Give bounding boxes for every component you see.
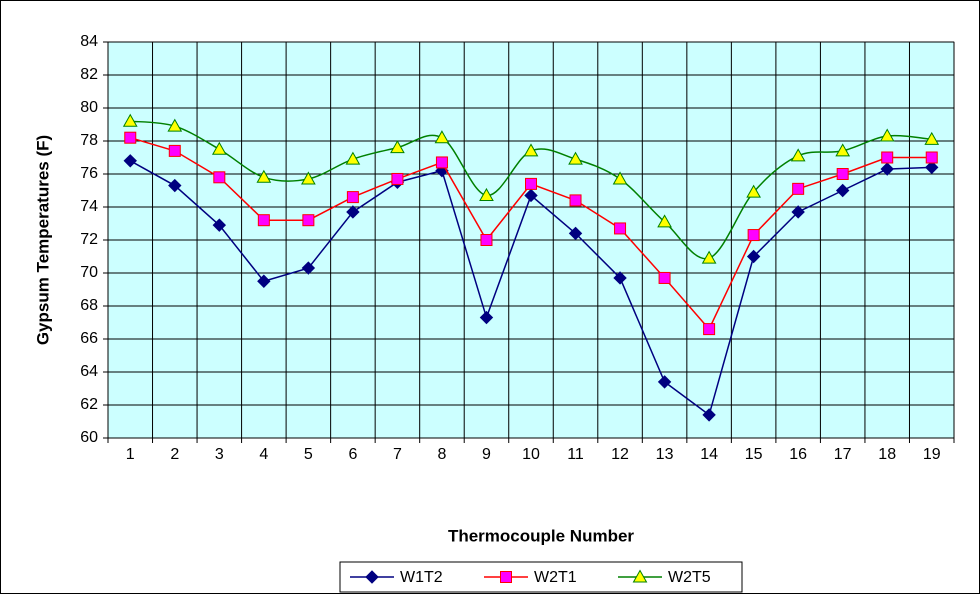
marker (346, 205, 360, 219)
y-tick-label: 66 (80, 330, 98, 347)
marker (569, 194, 582, 207)
x-tick-label: 3 (215, 446, 224, 463)
marker (434, 130, 450, 144)
marker (881, 151, 894, 164)
marker (346, 191, 359, 204)
y-tick-label: 62 (80, 396, 98, 413)
marker (212, 218, 227, 232)
marker (479, 187, 494, 201)
marker (480, 234, 493, 246)
marker (746, 249, 761, 264)
marker (612, 171, 628, 185)
y-tick-label: 76 (80, 165, 98, 182)
marker (345, 151, 361, 165)
x-tick-label: 13 (656, 446, 674, 463)
marker (747, 229, 760, 242)
x-tick-label: 8 (437, 446, 446, 463)
marker (301, 261, 316, 275)
marker (925, 151, 938, 164)
marker (879, 128, 895, 142)
marker (124, 131, 137, 144)
x-tick-label: 15 (745, 446, 763, 463)
marker (256, 169, 272, 183)
marker (614, 222, 627, 235)
x-tick-label: 5 (304, 446, 313, 463)
y-tick-label: 70 (80, 264, 98, 281)
y-tick-label: 84 (80, 33, 98, 50)
x-tick-label: 18 (878, 446, 896, 463)
x-tick-label: 7 (393, 446, 402, 463)
x-tick-label: 11 (567, 446, 584, 463)
y-tick-label: 78 (80, 132, 98, 149)
x-tick-label: 19 (923, 446, 941, 463)
marker (211, 141, 227, 155)
marker (479, 310, 494, 325)
marker (168, 178, 182, 193)
x-tick-label: 1 (126, 446, 135, 463)
x-axis-title: Thermocouple Number (448, 526, 634, 545)
marker (925, 160, 939, 175)
marker (525, 177, 537, 190)
marker (568, 226, 583, 241)
marker (702, 408, 716, 422)
y-tick-label: 74 (80, 198, 98, 215)
marker (791, 205, 805, 219)
legend (339, 561, 743, 593)
marker (122, 113, 138, 127)
marker (257, 274, 271, 288)
x-tick-label: 9 (482, 446, 491, 463)
marker (213, 171, 226, 184)
x-tick-label: 14 (700, 446, 718, 463)
y-tick-label: 82 (80, 66, 98, 83)
marker (658, 271, 671, 284)
marker (632, 569, 648, 583)
marker (703, 323, 716, 336)
marker (836, 168, 849, 180)
y-tick-label: 64 (80, 363, 98, 380)
marker (167, 118, 183, 132)
marker (568, 151, 583, 165)
marker (301, 171, 316, 185)
marker (880, 162, 894, 176)
legend-label: W2T5 (668, 569, 711, 586)
legend-label: W1T2 (400, 569, 443, 586)
x-tick-label: 12 (611, 446, 629, 463)
marker (924, 131, 940, 145)
marker (302, 214, 315, 227)
x-tick-label: 16 (789, 446, 807, 463)
y-tick-label: 80 (80, 99, 98, 116)
marker (365, 570, 379, 584)
y-tick-label: 72 (80, 231, 98, 248)
y-tick-label: 60 (80, 429, 98, 446)
marker (391, 172, 404, 185)
x-tick-label: 6 (348, 446, 357, 463)
x-tick-label: 17 (834, 446, 852, 463)
marker (746, 184, 761, 198)
marker (657, 375, 672, 389)
marker (257, 214, 270, 227)
marker (523, 143, 539, 157)
legend-label: W2T1 (534, 569, 577, 586)
marker (168, 144, 181, 157)
x-tick-label: 2 (170, 446, 179, 463)
marker (657, 214, 672, 228)
x-tick-label: 10 (522, 446, 540, 463)
marker (790, 148, 806, 162)
marker (500, 571, 512, 583)
y-tick-label: 68 (80, 297, 98, 314)
marker (835, 183, 850, 198)
marker (613, 271, 627, 285)
marker (390, 140, 405, 154)
marker (835, 143, 851, 157)
x-tick-label: 4 (259, 446, 268, 463)
marker (792, 182, 805, 195)
marker (435, 156, 448, 169)
y-axis-title: Gypsum Temperatures (F) (33, 135, 52, 345)
marker (701, 250, 717, 264)
marker (524, 188, 538, 203)
marker (123, 154, 137, 168)
